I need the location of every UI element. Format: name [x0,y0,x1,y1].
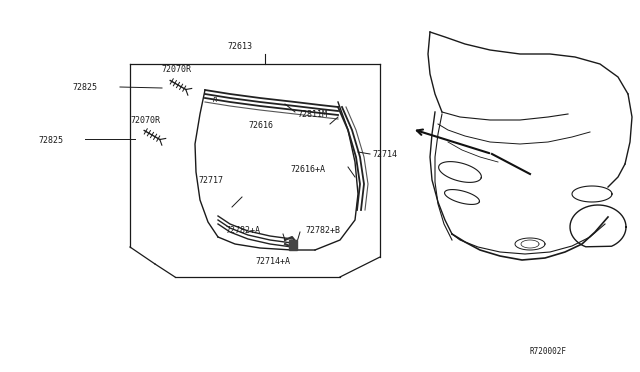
Text: 72714+A: 72714+A [255,257,290,266]
Text: 72616: 72616 [248,121,273,129]
Text: 72070R: 72070R [161,64,191,74]
Text: 72714: 72714 [372,150,397,158]
Text: 72811M: 72811M [297,109,327,119]
Text: 72825: 72825 [38,135,63,144]
Text: 72782+B: 72782+B [305,225,340,234]
Text: 72070R: 72070R [130,115,160,125]
Text: 72616+A: 72616+A [290,164,325,173]
Text: 72825: 72825 [72,83,97,92]
Text: 72717: 72717 [198,176,223,185]
Text: R: R [213,97,217,103]
Text: R720002F: R720002F [530,347,567,356]
Text: 72782+A: 72782+A [225,225,260,234]
Text: 72613: 72613 [227,42,253,51]
Bar [289,240,297,250]
